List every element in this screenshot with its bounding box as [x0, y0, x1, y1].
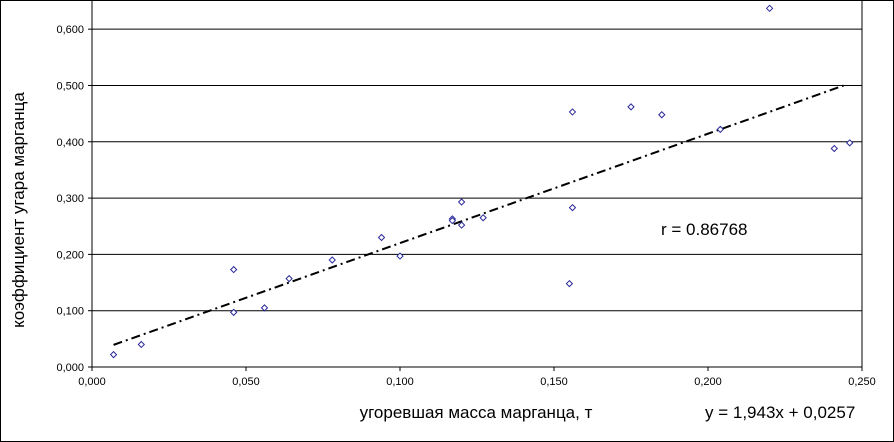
- trendline-equation: y = 1,943x + 0,0257: [705, 403, 855, 422]
- data-point: [328, 256, 336, 264]
- trendline-layer: [113, 84, 844, 346]
- grid-lines: [92, 28, 862, 312]
- data-point: [658, 111, 666, 119]
- x-tick-label: 0,000: [78, 376, 106, 388]
- data-point: [627, 103, 635, 111]
- data-point: [229, 265, 238, 274]
- axes: [88, 1, 863, 371]
- data-point: [568, 108, 577, 116]
- data-point: [260, 304, 269, 312]
- x-tick-label: 0,150: [540, 376, 568, 388]
- data-point: [457, 221, 466, 229]
- data-point: [457, 198, 466, 206]
- y-tick-label: 0,400: [56, 137, 84, 149]
- data-point: [448, 216, 457, 225]
- data-point: [285, 274, 293, 283]
- data-point: [568, 203, 577, 212]
- data-point: [229, 308, 238, 317]
- y-tick-label: 0,600: [56, 24, 84, 36]
- y-axis-title: коэффициент угара марганца: [9, 92, 28, 328]
- data-point: [109, 350, 118, 359]
- data-point: [479, 214, 487, 222]
- data-point: [716, 125, 725, 134]
- data-point: [765, 4, 774, 13]
- y-tick-label: 0,200: [56, 249, 84, 261]
- y-tick-label: 0,500: [56, 80, 84, 92]
- data-point: [137, 340, 145, 349]
- data-points: [109, 4, 854, 359]
- data-point: [377, 233, 386, 242]
- data-point: [845, 139, 854, 147]
- data-point: [396, 252, 404, 260]
- x-tick-label: 0,200: [694, 376, 722, 388]
- data-point: [830, 144, 838, 153]
- tick-labels: 0,000 0,100 0,200 0,300 0,400 0,500 0,600 0,000…: [56, 24, 875, 388]
- x-tick-label: 0,250: [848, 376, 876, 388]
- x-tick-label: 0,100: [386, 376, 414, 388]
- x-tick-label: 0,050: [232, 376, 260, 388]
- y-tick-label: 0,100: [56, 306, 84, 318]
- y-tick-label: 0,300: [56, 193, 84, 205]
- correlation-label: r = 0.86768: [661, 220, 748, 239]
- x-axis-title: угоревшая масса марганца, т: [360, 403, 593, 422]
- y-tick-label: 0,000: [56, 362, 84, 374]
- trendline: [113, 84, 844, 346]
- data-point: [565, 279, 574, 288]
